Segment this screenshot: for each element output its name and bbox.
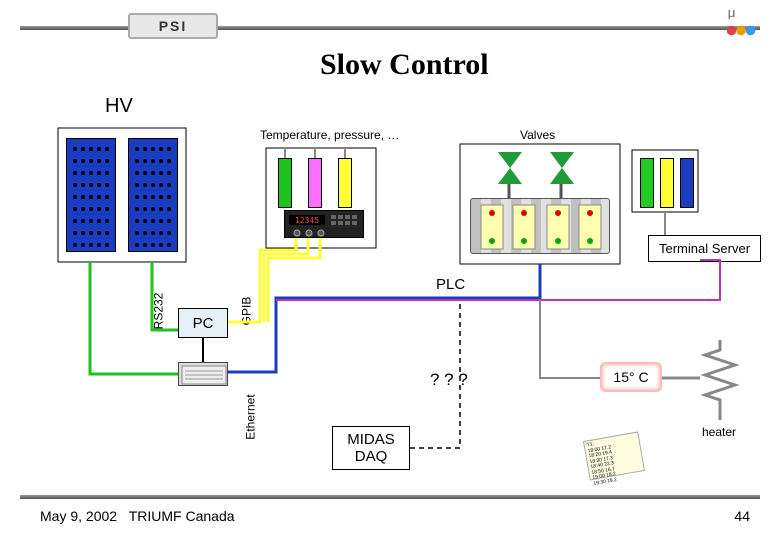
footer-date: May 9, 2002 TRIUMF Canada xyxy=(40,508,235,524)
psi-logo: PSI xyxy=(128,13,218,39)
heater-icon xyxy=(700,340,750,425)
data-note: T1: 18:00 17.2 18:20 19.4 18:30 17.3 18:… xyxy=(583,431,645,480)
terminal-server-box: Terminal Server xyxy=(648,235,761,262)
ethernet-label: Ethernet xyxy=(244,394,258,439)
corner-logo: μ xyxy=(722,2,760,40)
valves-label: Valves xyxy=(520,128,555,142)
sensor-bar-2 xyxy=(308,158,322,208)
plc-label: PLC xyxy=(436,276,465,293)
svg-text:μ: μ xyxy=(728,5,736,20)
valve-manifold xyxy=(470,198,610,254)
sensor-bar-3 xyxy=(338,158,352,208)
page-number: 44 xyxy=(734,508,750,524)
tp-label: Temperature, pressure, … xyxy=(260,128,399,142)
hv-panel-2 xyxy=(128,138,178,252)
question-label: ? ? ? xyxy=(430,370,468,390)
slide-title: Slow Control xyxy=(320,48,489,82)
temperature-display: 15° C xyxy=(600,362,662,392)
rs232-label: RS232 xyxy=(151,293,165,330)
hv-panel-1 xyxy=(66,138,116,252)
ts-bar-1 xyxy=(640,158,654,208)
meter-icon: 12345 xyxy=(284,210,364,238)
ts-bar-3 xyxy=(680,158,694,208)
pc-box: PC xyxy=(178,308,228,338)
server-icon xyxy=(178,362,228,386)
hv-label: HV xyxy=(105,95,133,118)
ts-bar-2 xyxy=(660,158,674,208)
gpib-label: GPIB xyxy=(239,297,253,326)
footer-rule xyxy=(20,495,760,499)
daq-box: MIDAS DAQ xyxy=(332,426,410,470)
sensor-bar-1 xyxy=(278,158,292,208)
heater-label: heater xyxy=(702,425,736,439)
